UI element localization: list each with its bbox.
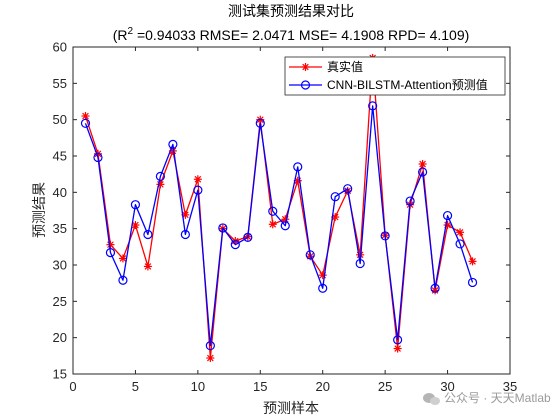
series-line-2: [84, 105, 474, 347]
y-tick-label: 15: [53, 367, 67, 382]
series-1-point: [268, 220, 277, 229]
subtitle-prefix: (R: [113, 27, 128, 43]
series-2-point: [355, 258, 365, 269]
series-2-point: [255, 118, 265, 128]
series-2-point: [380, 231, 390, 241]
series-2-point: [205, 341, 215, 351]
series-2-point: [293, 162, 303, 172]
series-1-point: [193, 175, 202, 184]
series-1-point: [418, 159, 427, 168]
legend-marker-series-2: [300, 80, 311, 90]
series-2-point: [343, 184, 353, 194]
series-2-point: [118, 275, 128, 285]
series-2-point: [268, 206, 278, 216]
x-axis-label: 预测样本: [263, 401, 319, 417]
series-2-point: [368, 101, 378, 111]
series-2-point: [93, 152, 103, 163]
series-1-point: [206, 354, 215, 363]
watermark: 公众号 · 天天Matlab: [423, 391, 551, 405]
series-1-point: [81, 112, 90, 121]
x-tick-label: 25: [378, 379, 392, 394]
series-2-point: [280, 221, 290, 231]
plot-layer: [80, 53, 478, 363]
chart-subtitle: (R2 =0.94033 RMSE= 2.0471 MSE= 4.1908 RP…: [113, 26, 470, 43]
y-axis-label: 预测结果: [32, 182, 48, 238]
legend-marker-series-1: [301, 63, 310, 71]
x-tick-label: 35: [503, 379, 517, 394]
series-2-point: [155, 171, 165, 181]
y-tick-label: 55: [53, 76, 67, 91]
series-2-point: [330, 192, 340, 202]
x-tick-label: 0: [69, 379, 76, 394]
watermark-text: 公众号 · 天天Matlab: [444, 391, 551, 405]
series-2-point: [430, 283, 440, 293]
series-2-point: [455, 239, 465, 249]
series-2-point: [393, 335, 403, 345]
y-tick-label: 40: [53, 185, 67, 200]
series-2-point: [305, 250, 315, 260]
y-tick-label: 60: [53, 40, 67, 55]
series-2-point: [218, 223, 228, 233]
plot-frame: [72, 46, 511, 375]
series-2-point: [405, 196, 415, 206]
x-tick-label: 5: [132, 379, 139, 394]
series-1-point: [118, 254, 127, 263]
wechat-icon: [423, 393, 440, 405]
x-tick-label: 15: [253, 379, 267, 394]
series-2-point: [143, 229, 153, 240]
chart-title: 测试集预测结果对比: [228, 3, 354, 19]
series-1-point: [456, 228, 465, 237]
series-1-point: [143, 262, 152, 271]
legend: 真实值 CNN-BILSTM-Attention预测值: [284, 56, 506, 96]
legend-label-series-2: CNN-BILSTM-Attention预测值: [327, 77, 488, 92]
series-2-point: [243, 232, 253, 242]
y-tick-label: 20: [53, 330, 67, 345]
series-2-point: [130, 200, 141, 210]
y-tick-label: 45: [53, 149, 67, 164]
plot-area: [73, 47, 510, 374]
y-tick-label: 25: [53, 294, 67, 309]
x-tick-label: 10: [191, 379, 205, 394]
series-2-point: [80, 118, 91, 128]
y-tick-label: 35: [53, 221, 67, 236]
series-2-point: [180, 229, 190, 240]
series-2-point: [230, 240, 240, 250]
series-2-point: [193, 185, 203, 195]
legend-box: [284, 56, 506, 96]
series-1-point: [393, 344, 402, 353]
series-2-point: [168, 139, 178, 149]
x-tick-label: 30: [440, 379, 454, 394]
series-2-point: [418, 167, 428, 177]
y-tick-label: 30: [53, 258, 67, 273]
series-1-point: [468, 257, 477, 266]
subtitle-superscript: 2: [128, 26, 134, 37]
series-2-point: [318, 283, 328, 293]
series-1-point: [131, 221, 140, 230]
series-2-point: [467, 277, 478, 288]
series-2-point: [442, 210, 453, 221]
y-tick-label: 50: [53, 112, 67, 127]
axis-ticks: 0 5 10 15 20 25 30 35 15 20 25 30 35 40 45 50 55 60: [53, 40, 518, 395]
legend-label-series-1: 真实值: [327, 59, 363, 74]
x-tick-label: 20: [315, 379, 329, 394]
series-2-point: [105, 248, 116, 258]
subtitle-metrics: =0.94033 RMSE= 2.0471 MSE= 4.1908 RPD= 4…: [133, 27, 469, 43]
series-1-point: [106, 240, 115, 249]
